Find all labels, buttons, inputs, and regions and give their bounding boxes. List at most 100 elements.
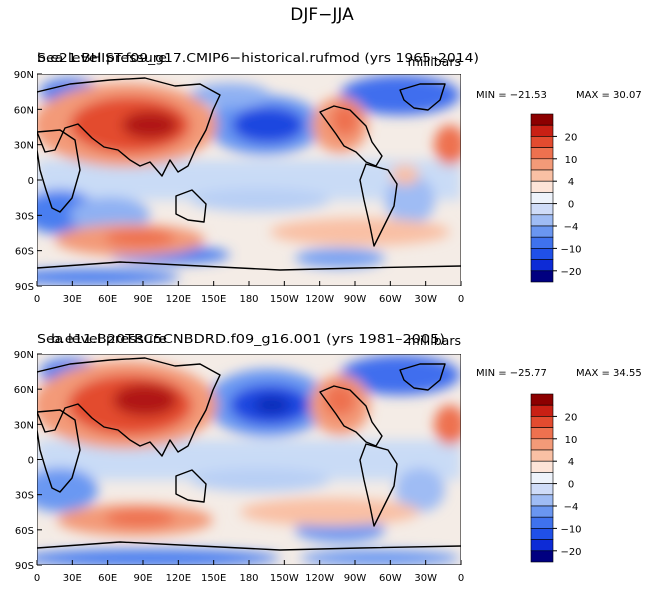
- panel-1-lon-tick-label: 30W: [414, 294, 437, 305]
- panel-1-colorbar: 20 10 4 0 −4 −10 −20: [530, 113, 582, 283]
- panel-2-colorbar-label: 10: [565, 435, 578, 446]
- panel-2-colorbar-label: −10: [560, 524, 581, 535]
- panel-1-lat-tick-label: 90S: [15, 282, 34, 293]
- panel-2-lon-tick-label: 0: [34, 573, 40, 584]
- panel-2-max-label: MAX = 34.55: [576, 368, 642, 379]
- panel-2-lon-tick-label: 90W: [344, 573, 367, 584]
- panel-1-colorbar-swatch: [530, 225, 554, 238]
- panel-2-lat-tick-label: 90S: [15, 561, 34, 572]
- panel-2-colorbar-swatch: [530, 550, 554, 563]
- panel-1-lon-tick-label: 150W: [270, 294, 299, 305]
- panel-1-field: [37, 74, 461, 286]
- panel-1-lon-tick-label: 120E: [166, 294, 191, 305]
- panel-1-colorbar-swatch: [530, 236, 554, 249]
- panel-1-lon-tick-label: 60W: [379, 294, 402, 305]
- panel-2-lat-tick-label: 90N: [14, 350, 34, 361]
- panel-1: Sea level pressure b.e21.BHIST.f09_g17.C…: [14, 50, 642, 305]
- panel-1-colorbar-swatch: [530, 136, 554, 148]
- panel-2-colorbar-swatch: [530, 483, 554, 496]
- panel-2-colorbar-label: 20: [565, 412, 578, 423]
- panel-1-colorbar-label: 20: [565, 132, 578, 143]
- panel-1-colorbar-swatch: [530, 270, 554, 283]
- panel-2-colorbar-swatch: [530, 416, 554, 428]
- panel-2-colorbar-swatch: [530, 393, 554, 406]
- panel-1-lat-tick-label: 0: [28, 176, 34, 187]
- panel-2-lat-tick-label: 60N: [14, 385, 34, 396]
- panel-2-lon-tick-label: 120E: [166, 573, 191, 584]
- panel-1-colorbar-swatch: [530, 192, 554, 204]
- panel-2-colorbar-swatch: [530, 528, 554, 540]
- panel-2-lon-tick-label: 30E: [63, 573, 82, 584]
- panel-2-title: b.e11.B20TRC5CNBDRD.f09_g16.001 (yrs 198…: [51, 331, 445, 346]
- panel-1-lon-tick-label: 90W: [344, 294, 367, 305]
- panel-2-lon-tick-label: 150E: [201, 573, 226, 584]
- panel-2-colorbar-swatch: [530, 539, 554, 552]
- panel-1-lat-tick-label: 90N: [14, 70, 34, 81]
- panel-1-lon-tick-label: 0: [34, 294, 40, 305]
- panel-1-lat-ticks: 90N 60N 30N 0 30S 60S 90S: [14, 70, 42, 293]
- panel-1-colorbar-label: 4: [568, 177, 574, 188]
- panel-2-lat-tick-label: 0: [28, 456, 34, 467]
- panel-1-colorbar-swatch: [530, 214, 554, 227]
- figure-title: DJF−JJA: [290, 5, 354, 25]
- panel-1-lat-tick-label: 30N: [14, 141, 34, 152]
- panel-2-colorbar-swatch: [530, 427, 554, 440]
- panel-2-lon-tick-label: 60E: [98, 573, 117, 584]
- panel-2-colorbar-swatch: [530, 516, 554, 529]
- panel-2-lon-tick-label: 150W: [270, 573, 299, 584]
- panel-1-lat-tick-label: 60N: [14, 105, 34, 116]
- panel-1-lon-ticks: 0 30E 60E 90E 120E 150E 180 150W 120W 90W 60W 30W 0: [34, 281, 464, 305]
- panel-1-colorbar-label: −20: [560, 267, 581, 278]
- panel-2-colorbar-swatch: [530, 505, 554, 518]
- panel-2-colorbar-swatch: [530, 494, 554, 507]
- panel-1-title-overprint: Sea level pressure: [37, 50, 167, 65]
- panel-2-colorbar-label: 4: [568, 457, 574, 468]
- panel-2: Sea level pressure b.e11.B20TRC5CNBDRD.f…: [14, 331, 642, 584]
- panel-2-colorbar-swatch: [530, 460, 554, 473]
- panel-1-colorbar-swatch: [530, 147, 554, 160]
- panel-2-lat-tick-label: 30N: [14, 420, 34, 431]
- panel-2-units: millibars: [408, 333, 461, 348]
- panel-1-units: millibars: [408, 54, 461, 69]
- panel-1-colorbar-swatch: [530, 124, 554, 137]
- panel-1-colorbar-swatch: [530, 248, 554, 260]
- panel-1-colorbar-swatch: [530, 158, 554, 171]
- panel-1-lon-tick-label: 0: [458, 294, 464, 305]
- panel-1-lon-tick-label: 150E: [201, 294, 226, 305]
- panel-1-colorbar-label: −10: [560, 244, 581, 255]
- panel-2-min-label: MIN = −25.77: [476, 368, 547, 379]
- panel-2-lon-ticks: 0 30E 60E 90E 120E 150E 180 150W 120W 90W 60W 30W 0: [34, 560, 464, 584]
- panel-1-colorbar-swatch: [530, 203, 554, 216]
- panel-1-lat-tick-label: 30S: [15, 211, 34, 222]
- panel-1-colorbar-label: 10: [565, 155, 578, 166]
- panel-2-lon-tick-label: 180: [239, 573, 258, 584]
- panel-1-colorbar-swatch: [530, 169, 554, 182]
- panel-1-max-label: MAX = 30.07: [576, 90, 642, 101]
- panel-1-colorbar-label: −4: [564, 222, 579, 233]
- panel-2-lat-tick-label: 60S: [15, 526, 34, 537]
- panel-1-colorbar-label: 0: [568, 200, 574, 211]
- panel-1-lon-tick-label: 60E: [98, 294, 117, 305]
- panel-1-lat-tick-label: 60S: [15, 247, 34, 258]
- panel-1-colorbar-swatch: [530, 180, 554, 193]
- panel-1-min-label: MIN = −21.53: [476, 90, 547, 101]
- panel-2-lon-tick-label: 60W: [379, 573, 402, 584]
- panel-2-colorbar: 20 10 4 0 −4 −10 −20: [530, 393, 582, 563]
- panel-2-colorbar-swatch: [530, 438, 554, 451]
- panel-2-lon-tick-label: 0: [458, 573, 464, 584]
- panel-2-colorbar-label: −20: [560, 547, 581, 558]
- panel-1-colorbar-swatch: [530, 113, 554, 126]
- panel-2-title-overprint: Sea level pressure: [37, 331, 167, 346]
- panel-1-title: b.e21.BHIST.f09_g17.CMIP6−historical.ruf…: [37, 50, 479, 65]
- panel-2-lat-tick-label: 30S: [15, 491, 34, 502]
- panel-2-lat-ticks: 90N 60N 30N 0 30S 60S 90S: [14, 350, 42, 572]
- panel-2-colorbar-swatch: [530, 449, 554, 462]
- panel-1-lon-tick-label: 30E: [63, 294, 82, 305]
- panel-2-lon-tick-label: 30W: [414, 573, 437, 584]
- panel-1-lon-tick-label: 120W: [305, 294, 334, 305]
- panel-1-lon-tick-label: 90E: [133, 294, 152, 305]
- panel-1-lon-tick-label: 180: [239, 294, 258, 305]
- panel-2-colorbar-swatch: [530, 472, 554, 484]
- panel-2-lon-tick-label: 120W: [305, 573, 334, 584]
